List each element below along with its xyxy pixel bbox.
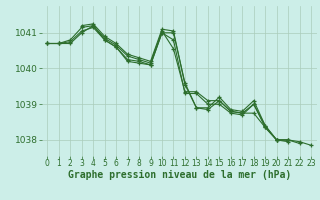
X-axis label: Graphe pression niveau de la mer (hPa): Graphe pression niveau de la mer (hPa) [68,170,291,180]
